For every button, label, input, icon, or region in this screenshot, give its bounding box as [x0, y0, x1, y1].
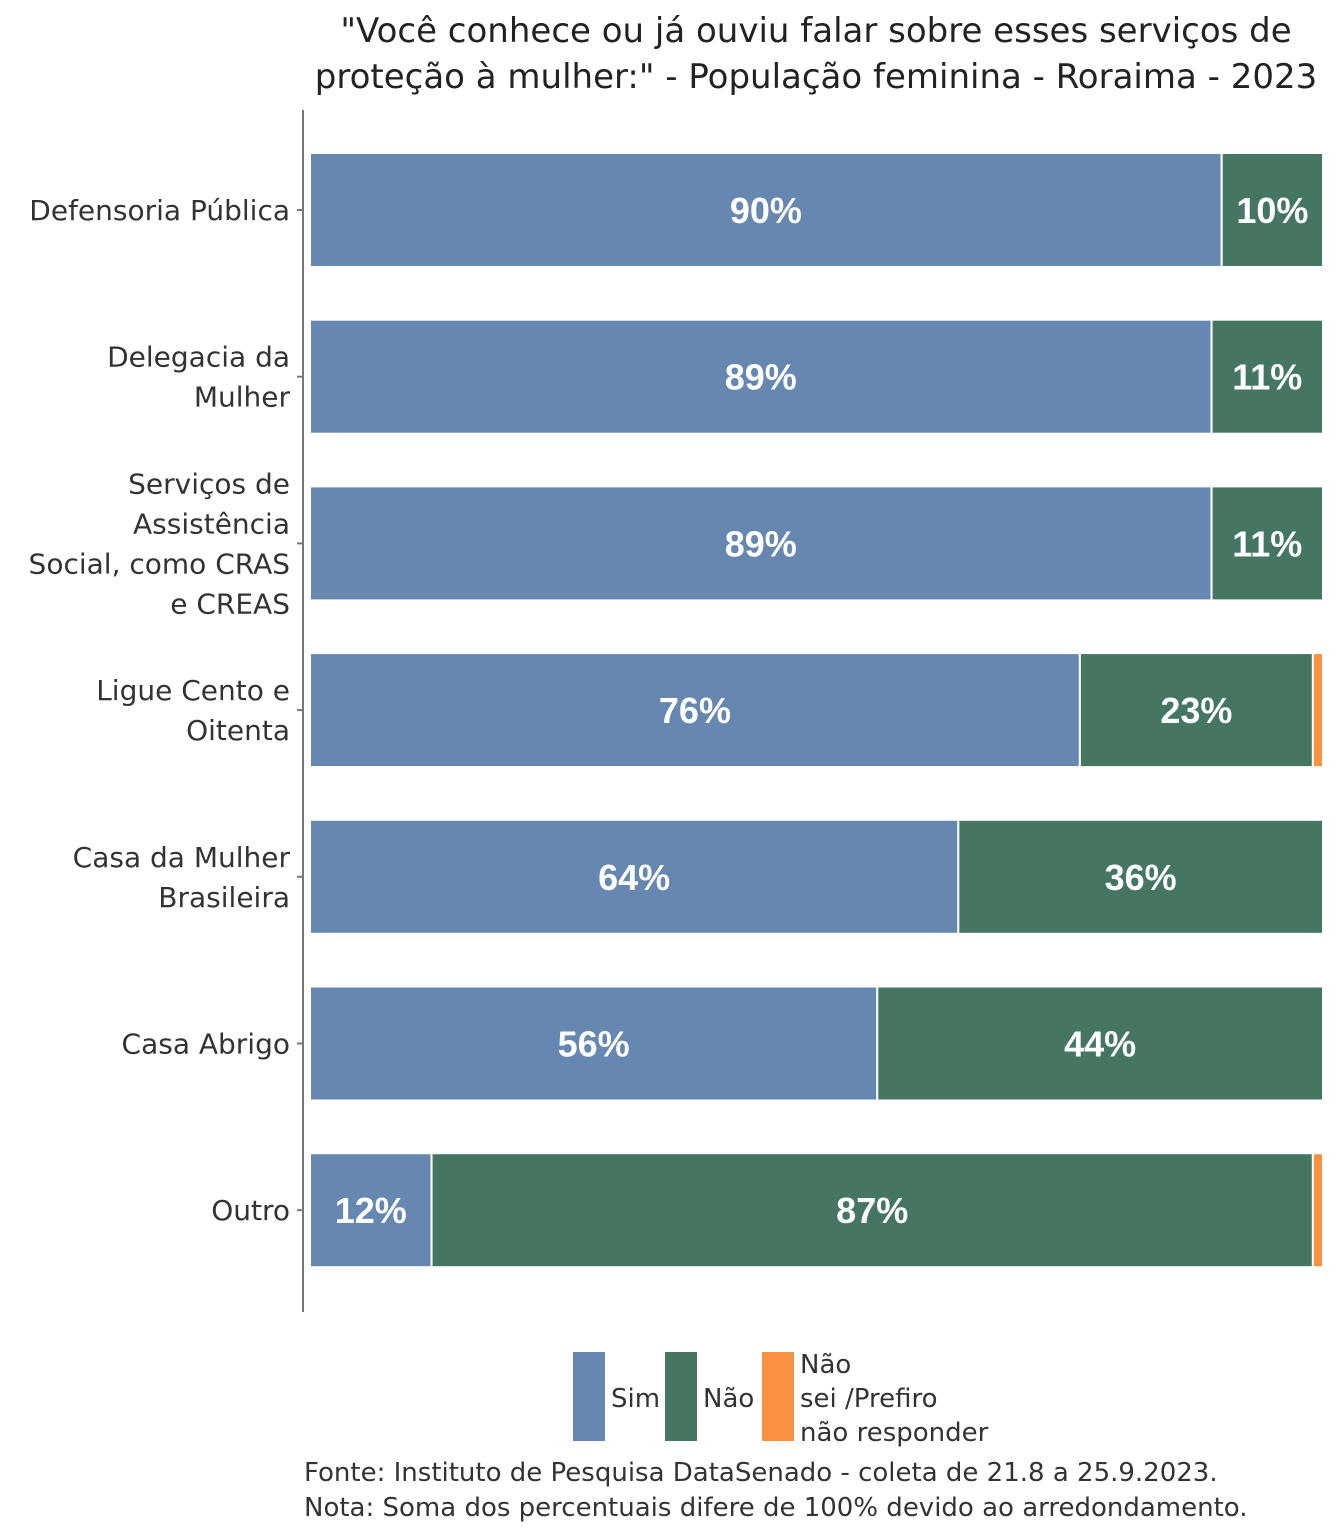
bar-value-label: 10% [1236, 190, 1308, 231]
bar-value-label: 76% [659, 690, 731, 731]
bar-value-label: 23% [1160, 690, 1232, 731]
category-label: Brasileira [158, 881, 290, 914]
bar-segment [309, 818, 960, 935]
category-label: Casa da Mulher [73, 841, 291, 874]
bar-segment [1210, 485, 1324, 602]
category-labels: Defensoria Pública Delegacia da Mulher Serv… [29, 194, 303, 1227]
chart-title-line: "Você conhece ou já ouviu falar sobre es… [340, 11, 1291, 51]
bar-value-label: 64% [598, 857, 670, 898]
bar-segment [309, 318, 1213, 435]
category-label: Casa Abrigo [122, 1028, 290, 1061]
bar-value-label: 87% [836, 1190, 908, 1231]
legend-label: Sim [611, 1384, 660, 1414]
category-label: Social, como CRAS [29, 547, 290, 580]
chart-title-line: proteção à mulher:" - População feminina… [315, 57, 1317, 97]
bar-value-label: 11% [1232, 523, 1302, 564]
bar-value-label: 89% [725, 523, 797, 564]
bar-value-label: 11% [1232, 357, 1302, 398]
bar-segment [1078, 652, 1314, 769]
legend-swatch [571, 1350, 607, 1443]
bar-segment [309, 1152, 433, 1269]
bar-value-label: 90% [730, 190, 802, 231]
bar-segment [430, 1152, 1314, 1269]
category-label: Delegacia da [107, 341, 290, 374]
category-label: Outro [211, 1194, 290, 1227]
bar-value-label: 12% [335, 1190, 407, 1231]
category-label: e CREAS [170, 587, 290, 620]
bar-value-label: 56% [558, 1024, 630, 1065]
category-label: Mulher [194, 381, 291, 414]
bar-value-label: 89% [725, 357, 797, 398]
chart-title: "Você conhece ou já ouviu falar sobre es… [315, 11, 1317, 97]
bar-value-label: 36% [1105, 857, 1177, 898]
category-label: Ligue Cento e [96, 674, 290, 707]
legend: Sim Não Não sei /Prefiro não responder [571, 1350, 989, 1448]
category-label: Oitenta [186, 714, 290, 747]
bar-segment [1311, 652, 1324, 769]
bar-segment [1220, 152, 1324, 268]
bar-segment [309, 152, 1223, 268]
bar-segment [1311, 1152, 1324, 1269]
bars: 90% 10% 89% 11% 89% 11% 76% 23% 64% 36% 56% 44% 12% 8… [309, 152, 1325, 1269]
bar-segment [309, 985, 879, 1102]
category-label: Defensoria Pública [29, 194, 290, 227]
chart-notes: Fonte: Instituto de Pesquisa DataSenado … [304, 1458, 1248, 1523]
legend-label: Não [703, 1384, 754, 1414]
footnote: Nota: Soma dos percentuais difere de 100… [304, 1493, 1248, 1523]
legend-label: sei /Prefiro [800, 1384, 938, 1414]
bar-segment [957, 818, 1324, 935]
category-label: Serviços de [128, 467, 290, 500]
legend-swatch [663, 1350, 699, 1443]
legend-label: não responder [800, 1418, 989, 1448]
legend-swatch [760, 1350, 796, 1443]
category-label: Assistência [133, 507, 290, 540]
bar-value-label: 44% [1064, 1024, 1136, 1065]
legend-label: Não [800, 1350, 851, 1380]
bar-segment [876, 985, 1325, 1102]
source-note: Fonte: Instituto de Pesquisa DataSenado … [304, 1458, 1218, 1488]
bar-segment [1210, 318, 1324, 435]
